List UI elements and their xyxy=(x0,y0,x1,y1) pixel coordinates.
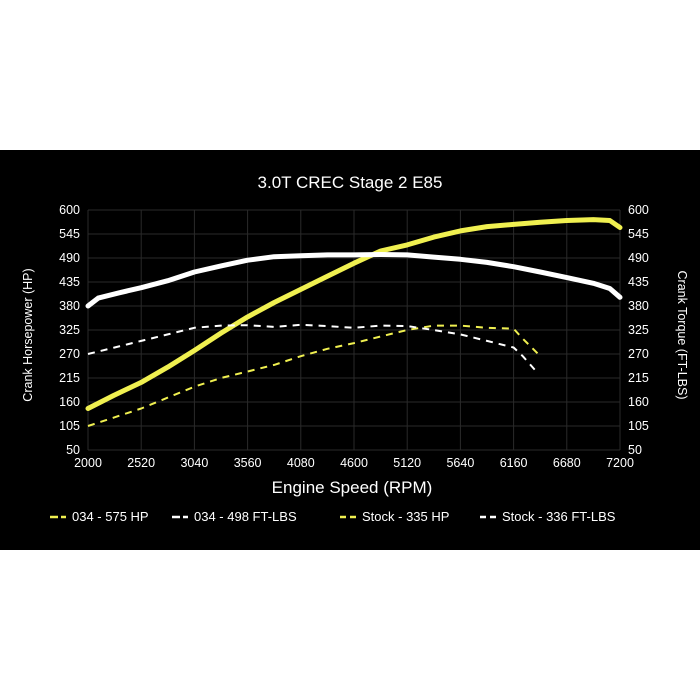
grid-lines xyxy=(87,209,621,451)
dyno-chart: 600 545 490 435 380 325 270 215 160 105 50 600 545 49… xyxy=(21,173,689,524)
x-tick-label: 4600 xyxy=(340,456,368,470)
y-tick-label-left: 105 xyxy=(59,419,80,433)
legend-label: Stock - 336 FT-LBS xyxy=(502,509,616,524)
legend-label: 034 - 575 HP xyxy=(72,509,149,524)
y-tick-label-left: 270 xyxy=(59,347,80,361)
legend-label: Stock - 335 HP xyxy=(362,509,449,524)
chart-title: 3.0T CREC Stage 2 E85 xyxy=(258,173,443,192)
x-tick-label: 2000 xyxy=(74,456,102,470)
y-tick-label-left: 325 xyxy=(59,323,80,337)
y-tick-label-right: 50 xyxy=(628,443,642,457)
y-tick-label-left: 50 xyxy=(66,443,80,457)
y-tick-label-right: 600 xyxy=(628,203,649,217)
y-tick-label-left: 435 xyxy=(59,275,80,289)
y-tick-label-left: 215 xyxy=(59,371,80,385)
y-tick-label-left: 380 xyxy=(59,299,80,313)
y-axis-label-left: Crank Horsepower (HP) xyxy=(21,268,35,401)
y-tick-label-right: 105 xyxy=(628,419,649,433)
x-tick-label: 6680 xyxy=(553,456,581,470)
y-tick-label-left: 160 xyxy=(59,395,80,409)
y-tick-label-right: 160 xyxy=(628,395,649,409)
x-axis-label: Engine Speed (RPM) xyxy=(272,478,433,497)
tick-labels: 600 545 490 435 380 325 270 215 160 105 50 600 545 49… xyxy=(59,203,649,470)
chart-panel: 600 545 490 435 380 325 270 215 160 105 50 600 545 49… xyxy=(0,150,700,550)
series-line-stock-335-hp xyxy=(87,324,539,427)
y-tick-label-right: 270 xyxy=(628,347,649,361)
x-tick-label: 3040 xyxy=(180,456,208,470)
x-tick-label: 6160 xyxy=(500,456,528,470)
y-tick-label-right: 215 xyxy=(628,371,649,385)
y-tick-label-right: 545 xyxy=(628,227,649,241)
legend: 034 - 575 HP 034 - 498 FT-LBS Stock - 335 … xyxy=(50,509,616,524)
y-axis-label-right: Crank Torque (FT-LBS) xyxy=(675,271,689,400)
series-line-034-498-ft-lbs xyxy=(85,252,623,309)
x-tick-label: 5640 xyxy=(446,456,474,470)
y-tick-label-right: 490 xyxy=(628,251,649,265)
y-tick-label-left: 490 xyxy=(59,251,80,265)
x-tick-label: 5120 xyxy=(393,456,421,470)
y-tick-label-right: 325 xyxy=(628,323,649,337)
y-tick-label-right: 380 xyxy=(628,299,649,313)
x-tick-label: 4080 xyxy=(287,456,315,470)
series-layer xyxy=(85,217,623,427)
legend-label: 034 - 498 FT-LBS xyxy=(194,509,297,524)
y-tick-label-left: 600 xyxy=(59,203,80,217)
series-line-stock-336-ft-lbs xyxy=(87,323,539,375)
x-tick-label: 2520 xyxy=(127,456,155,470)
x-tick-label: 7200 xyxy=(606,456,634,470)
y-tick-label-left: 545 xyxy=(59,227,80,241)
x-tick-label: 3560 xyxy=(234,456,262,470)
y-tick-label-right: 435 xyxy=(628,275,649,289)
